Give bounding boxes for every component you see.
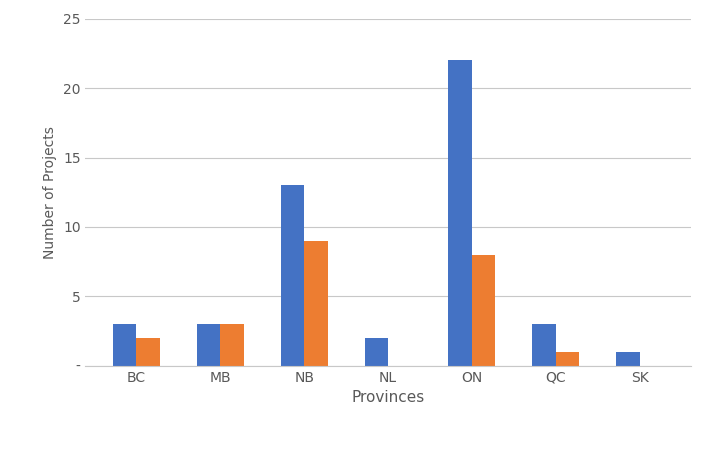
Bar [281,185,304,366]
Y-axis label: Number of Projects: Number of Projects [43,126,58,259]
Bar [113,324,137,366]
Bar [220,324,244,366]
Bar [533,324,556,366]
Bar [304,241,328,366]
Bar [197,324,220,366]
X-axis label: Provinces: Provinces [352,390,424,405]
Bar [556,352,580,366]
Bar [137,338,160,366]
Bar [472,255,496,366]
Bar [616,352,639,366]
Bar [365,338,388,366]
Bar [449,61,472,366]
